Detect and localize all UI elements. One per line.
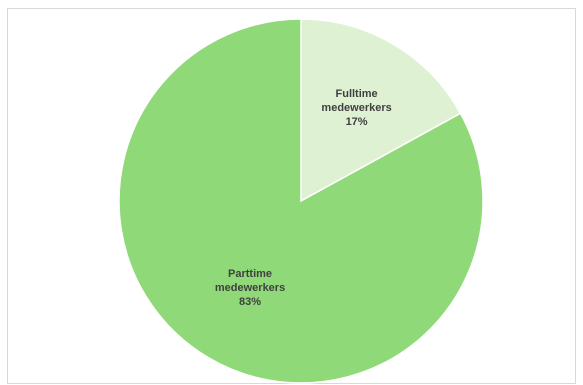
slice-label-line: Fulltime [336, 88, 378, 100]
slice-label-1: Parttime medewerkers 83% [215, 268, 285, 308]
slice-label-line: medewerkers [215, 282, 285, 294]
pie-slice-1 [118, 18, 484, 384]
slice-label-line: medewerkers [321, 102, 391, 114]
slice-label-line: Parttime [228, 268, 272, 280]
slice-label-0: Fulltime medewerkers 17% [321, 88, 391, 128]
slice-label-line: 17% [346, 116, 368, 128]
slice-label-line: 83% [239, 296, 261, 308]
pie-slice-0 [300, 18, 462, 203]
